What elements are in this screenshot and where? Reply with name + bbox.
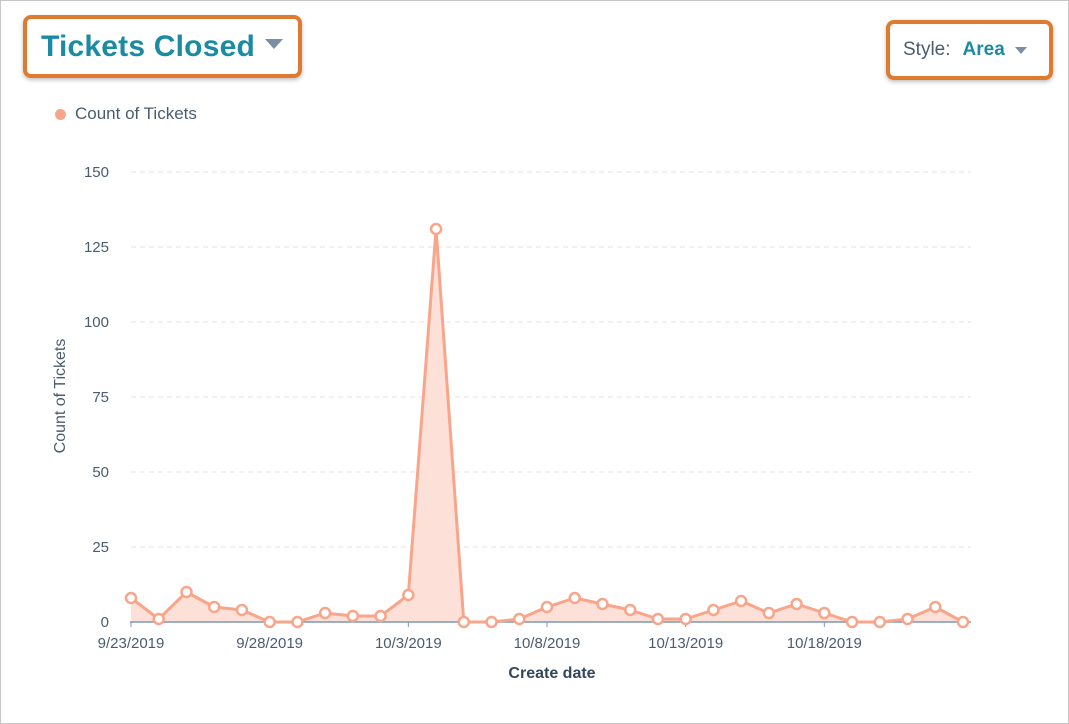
chart-legend: Count of Tickets [55, 104, 197, 124]
data-point [651, 612, 665, 626]
data-point [623, 603, 637, 617]
y-tick-label: 150 [84, 164, 109, 181]
x-tick-label: 9/23/2019 [98, 635, 165, 652]
y-tick-label: 50 [92, 464, 109, 481]
data-point [263, 615, 276, 629]
data-point [346, 609, 360, 623]
data-point [124, 591, 138, 605]
style-dropdown[interactable]: Style: Area [886, 20, 1053, 80]
data-point [429, 222, 443, 236]
x-tick-label: 10/18/2019 [787, 635, 862, 652]
data-point [707, 603, 720, 617]
report-title: Tickets Closed [41, 29, 256, 63]
y-axis-title: Count of Tickets [52, 339, 69, 454]
legend-label: Count of Tickets [75, 104, 197, 123]
data-point [374, 609, 387, 623]
data-point [180, 585, 193, 599]
x-tick-label: 9/28/2019 [236, 635, 303, 652]
y-tick-label: 0 [101, 614, 109, 631]
data-point [207, 600, 221, 614]
data-point [235, 603, 249, 617]
data-point [734, 594, 748, 608]
chevron-down-icon[interactable] [1014, 46, 1027, 54]
data-point [291, 615, 304, 629]
y-tick-label: 25 [92, 539, 109, 556]
x-tick-label: 10/13/2019 [648, 635, 723, 652]
data-point [762, 606, 776, 620]
data-point [513, 612, 526, 626]
data-point [568, 591, 581, 605]
data-point [956, 615, 970, 629]
data-point [818, 606, 831, 620]
data-point [901, 612, 914, 626]
report-title-dropdown[interactable]: Tickets Closed [23, 15, 302, 78]
data-point [485, 615, 498, 629]
chevron-down-icon[interactable] [265, 38, 284, 49]
data-point [679, 612, 692, 626]
data-point [540, 600, 554, 614]
data-point [318, 606, 332, 620]
legend-dot-icon [55, 108, 66, 120]
data-point [929, 600, 942, 614]
style-value[interactable]: Area [962, 39, 1005, 60]
data-point [873, 615, 887, 629]
data-point [152, 612, 165, 626]
y-tick-label: 125 [84, 239, 109, 256]
series-line [130, 227, 964, 624]
y-tick-label: 75 [92, 389, 109, 406]
data-point [845, 615, 859, 629]
data-point [402, 588, 415, 602]
data-point [790, 597, 803, 611]
x-tick-label: 10/3/2019 [375, 635, 442, 652]
y-tick-label: 100 [84, 314, 109, 331]
x-tick-label: 10/8/2019 [514, 635, 581, 652]
area-fill [131, 229, 963, 622]
x-axis-title: Create date [508, 665, 595, 682]
data-point [457, 615, 471, 629]
data-point [596, 597, 609, 611]
style-label: Style: [903, 39, 951, 60]
